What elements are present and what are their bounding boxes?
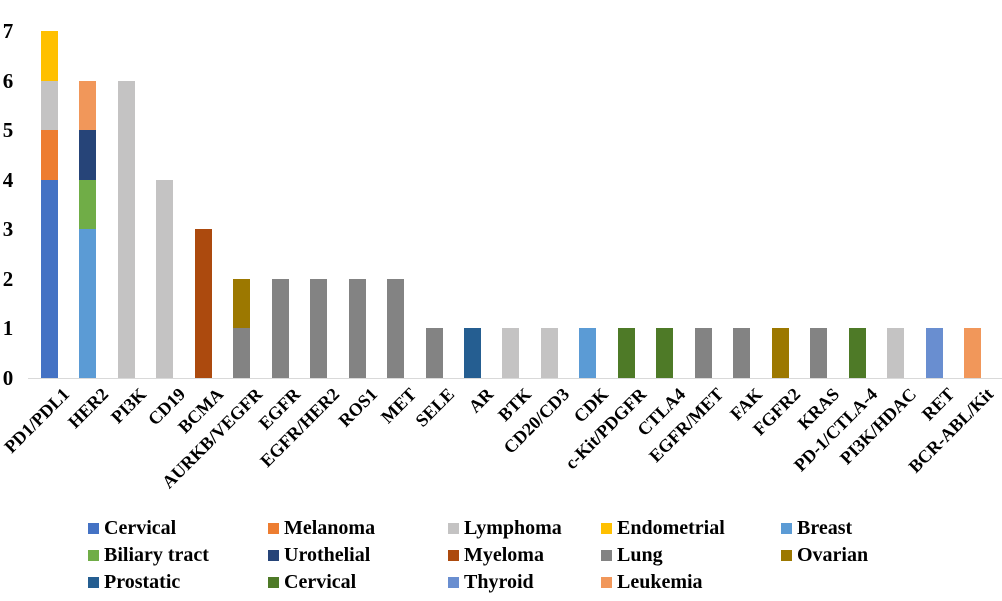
bar-segment bbox=[79, 130, 96, 180]
y-axis-tick: 5 bbox=[2, 118, 14, 143]
legend-label: Lung bbox=[617, 543, 663, 566]
legend-swatch-icon bbox=[601, 549, 612, 561]
bar-segment bbox=[118, 80, 135, 378]
legend-swatch-icon bbox=[268, 522, 279, 534]
legend-label: Biliary tract bbox=[104, 543, 209, 566]
bar-segment bbox=[772, 328, 789, 378]
bar-segment bbox=[41, 31, 58, 81]
legend-item: Melanoma bbox=[268, 514, 448, 541]
bar-segment bbox=[733, 328, 750, 378]
bar-segment bbox=[79, 179, 96, 230]
legend-swatch-icon bbox=[448, 549, 459, 561]
legend-label: Melanoma bbox=[284, 516, 376, 539]
legend-label: Thyroid bbox=[464, 570, 534, 593]
bar-segment bbox=[656, 328, 673, 378]
legend-item: Lymphoma bbox=[448, 514, 601, 541]
legend-item: Ovarian bbox=[781, 541, 967, 568]
legend-label: Leukemia bbox=[617, 570, 703, 593]
bar-segment bbox=[810, 328, 827, 378]
legend-item: Endometrial bbox=[601, 514, 781, 541]
legend-label: Myeloma bbox=[464, 543, 544, 566]
legend-item: Thyroid bbox=[448, 568, 601, 595]
legend-swatch-icon bbox=[268, 576, 279, 588]
legend: Cervical Melanoma Lymphoma Endometrial Breas… bbox=[88, 514, 967, 595]
y-axis-tick: 1 bbox=[2, 316, 14, 341]
legend-item: Biliary tract bbox=[88, 541, 268, 568]
legend-label: Breast bbox=[797, 516, 853, 539]
legend-swatch-icon bbox=[601, 576, 612, 588]
bar-segment bbox=[156, 179, 173, 378]
legend-swatch-icon bbox=[448, 522, 459, 534]
bar-segment bbox=[387, 278, 404, 378]
legend-label: Ovarian bbox=[797, 543, 869, 566]
bar-segment bbox=[41, 179, 58, 378]
legend-swatch-icon bbox=[781, 549, 792, 561]
legend-label: Endometrial bbox=[617, 516, 725, 539]
legend-swatch-icon bbox=[601, 522, 612, 534]
y-axis-tick: 6 bbox=[2, 68, 14, 93]
bar-segment bbox=[233, 278, 250, 329]
bar-segment bbox=[310, 278, 327, 378]
bar-segment bbox=[464, 328, 481, 378]
legend-item: Myeloma bbox=[448, 541, 601, 568]
bar-segment bbox=[426, 328, 443, 378]
legend-item: Cervical bbox=[268, 568, 448, 595]
bar-segment bbox=[41, 130, 58, 180]
legend-item: Leukemia bbox=[601, 568, 781, 595]
legend-label: Lymphoma bbox=[464, 516, 562, 539]
legend-swatch-icon bbox=[781, 522, 792, 534]
legend-item: Prostatic bbox=[88, 568, 268, 595]
bar-segment bbox=[579, 328, 596, 378]
legend-swatch-icon bbox=[88, 576, 99, 588]
legend-label: Cervical bbox=[284, 570, 357, 593]
bar-segment bbox=[849, 328, 866, 378]
bar-segment bbox=[79, 80, 96, 131]
bar-segment bbox=[695, 328, 712, 378]
legend-item: Lung bbox=[601, 541, 781, 568]
legend-item: Breast bbox=[781, 514, 967, 541]
legend-swatch-icon bbox=[88, 522, 99, 534]
bar-segment bbox=[41, 80, 58, 131]
bar-segment bbox=[926, 328, 943, 378]
legend-label: Prostatic bbox=[104, 570, 181, 593]
legend-label: Urothelial bbox=[284, 543, 371, 566]
bar-segment bbox=[541, 328, 558, 378]
bar-segment bbox=[233, 328, 250, 378]
bar-segment bbox=[79, 229, 96, 378]
legend-swatch-icon bbox=[448, 576, 459, 588]
legend-label: Cervical bbox=[104, 516, 177, 539]
legend-swatch-icon bbox=[88, 549, 99, 561]
x-axis-line bbox=[28, 378, 1002, 379]
legend-swatch-icon bbox=[268, 549, 279, 561]
y-axis-tick: 3 bbox=[2, 217, 14, 242]
legend-item: Cervical bbox=[88, 514, 268, 541]
y-axis-tick: 7 bbox=[2, 19, 14, 43]
bar-segment bbox=[502, 328, 519, 378]
y-axis-tick: 4 bbox=[2, 167, 14, 192]
legend-item: Urothelial bbox=[268, 541, 448, 568]
bar-segment bbox=[349, 278, 366, 378]
bar-segment bbox=[272, 278, 289, 378]
y-axis-tick: 2 bbox=[2, 266, 14, 291]
bar-segment bbox=[964, 328, 981, 378]
bar-segment bbox=[887, 328, 904, 378]
bar-segment bbox=[195, 229, 212, 378]
y-axis-tick: 0 bbox=[2, 366, 14, 390]
bar-segment bbox=[618, 328, 635, 378]
